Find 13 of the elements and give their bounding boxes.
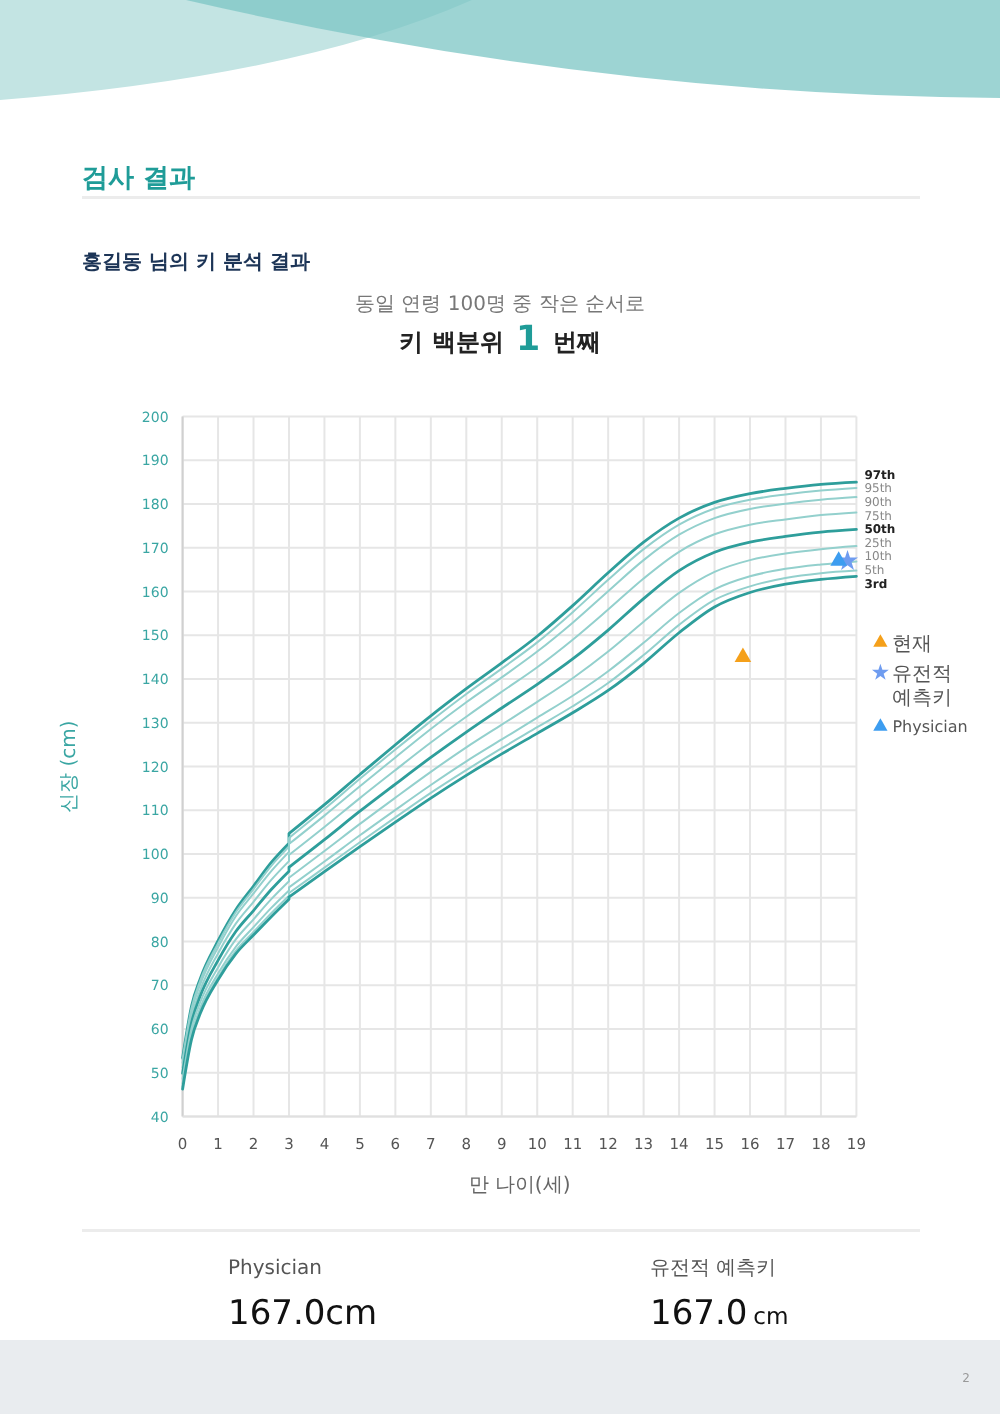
y-axis-title: 신장 (cm) bbox=[58, 720, 81, 813]
legend-label: 현재 bbox=[892, 633, 933, 656]
chart-title: 홍길동 님의 키 분석 결과 bbox=[82, 252, 310, 274]
x-axis-title: 만 나이(세) bbox=[468, 1174, 571, 1197]
text: 167.0 cm bbox=[650, 1294, 789, 1334]
legend-label: 유전적 예측키 bbox=[892, 663, 953, 710]
chart-subtitle: 동일 연령 100명 중 작은 순서로 bbox=[355, 294, 645, 316]
text: 유전적 예측키 bbox=[650, 1258, 777, 1280]
text: 167.0cm bbox=[228, 1294, 378, 1334]
text: 키 백분위 1 번째 bbox=[399, 320, 601, 360]
text: 검사 결과 bbox=[82, 164, 196, 194]
text: Physician bbox=[228, 1258, 323, 1280]
legend-label: Physician bbox=[892, 718, 968, 737]
